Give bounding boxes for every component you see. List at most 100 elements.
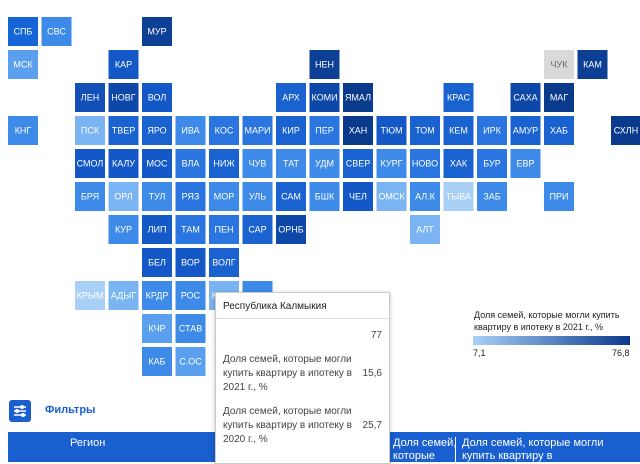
region-tile [108,281,139,310]
region-tile [510,83,541,112]
region-label: ТАТ [283,158,299,168]
region-label: КРАС [447,92,470,102]
region-tile [175,347,206,376]
region-label: ОРЛ [114,191,132,201]
region-tile [276,83,306,112]
tooltip-label: Доля семей, которые могли купить квартир… [223,354,352,393]
region-label: ИРК [483,125,501,135]
region-label: ТЫВА [446,191,471,201]
region-label: КРДР [146,290,169,300]
region-label: БУР [483,158,500,168]
region-tile [544,50,574,79]
region-tile [242,182,273,211]
region-tile [108,116,139,145]
region-label: КУРГ [381,158,403,168]
tooltip-value: 25,7 [362,420,382,431]
region-label: КОС [215,125,234,135]
region-label: КАБ [148,356,165,366]
region-tile [376,116,407,145]
region-tile [209,248,239,277]
region-tile [544,182,574,211]
region-tile [477,116,507,145]
region-label: ВОЛ [148,92,167,102]
region-label: МСК [13,59,33,69]
region-tile [142,182,172,211]
region-label: ПРИ [550,191,569,201]
region-label: ОМСК [378,191,405,201]
region-label: АЛ.К [415,191,436,201]
region-label: АМУР [513,125,538,135]
region-label: АРХ [282,92,300,102]
region-tile [343,116,373,145]
region-label: СТАВ [179,323,202,333]
legend-gradient [473,336,630,345]
region-tile [410,149,440,178]
filters-label[interactable]: Фильтры [45,404,96,416]
region-tile [8,116,38,145]
region-tile [75,116,105,145]
region-tile [376,149,407,178]
region-tile [8,17,38,46]
region-label: ЧЕЛ [349,191,367,201]
region-tile [209,116,239,145]
region-tile [8,50,38,79]
region-tile [142,116,172,145]
region-tile [175,182,206,211]
region-tile [443,116,474,145]
region-label: СПБ [14,26,33,36]
region-tile [276,116,306,145]
region-label: БРЯ [81,191,99,201]
region-tile [142,17,172,46]
region-tile [276,149,306,178]
header-cell[interactable]: Доля семей, которые могли [388,437,459,462]
region-label: АЛТ [416,224,434,234]
region-label: БЕЛ [148,257,166,267]
region-label: САР [248,224,266,234]
region-tile [410,182,440,211]
region-label: КОМИ [311,92,337,102]
region-tile [343,149,373,178]
region-tile [410,215,440,244]
region-label: КЧР [148,323,165,333]
region-label: КЕМ [449,125,468,135]
region-label: КНГ [15,125,32,135]
region-tile [175,149,206,178]
region-tile [142,248,172,277]
region-tile [108,50,139,79]
legend-min: 7,1 [473,348,486,358]
region-label: КАР [115,59,132,69]
region-label: РЯЗ [182,191,200,201]
region-label: НОВО [412,158,438,168]
region-tile [75,182,105,211]
region-label: УЛЬ [249,191,266,201]
tooltip-value: 77 [370,330,382,341]
region-label: ЧУВ [249,158,267,168]
region-tile [142,149,172,178]
region-label: ХАБ [550,125,568,135]
region-tile [443,182,474,211]
region-tile [309,83,340,112]
region-tile [309,50,340,79]
region-label: ЯМАЛ [345,92,371,102]
region-label: НЕН [315,59,334,69]
filters-icon[interactable] [9,400,31,422]
region-tile [477,149,507,178]
region-tile [108,149,139,178]
region-tile [108,182,139,211]
region-tile [75,149,105,178]
region-label: ЛИП [148,224,167,234]
region-tile [142,83,172,112]
tooltip: Республика Калмыкия 77 Доля семей, котор… [215,292,390,464]
region-tile [175,281,206,310]
region-tile [477,182,507,211]
header-cell[interactable]: Регион [70,437,106,449]
region-label: ВОЛГ [212,257,236,267]
region-label: МАГ [550,92,569,102]
region-tile [175,116,206,145]
header-cell[interactable]: Доля семей, которые могли купить квартир… [455,437,622,462]
region-label: КУР [115,224,132,234]
region-tile [510,149,541,178]
region-label: САХА [513,92,537,102]
tooltip-label: Доля семей, которые могли купить квартир… [223,406,352,445]
region-tile [142,281,172,310]
